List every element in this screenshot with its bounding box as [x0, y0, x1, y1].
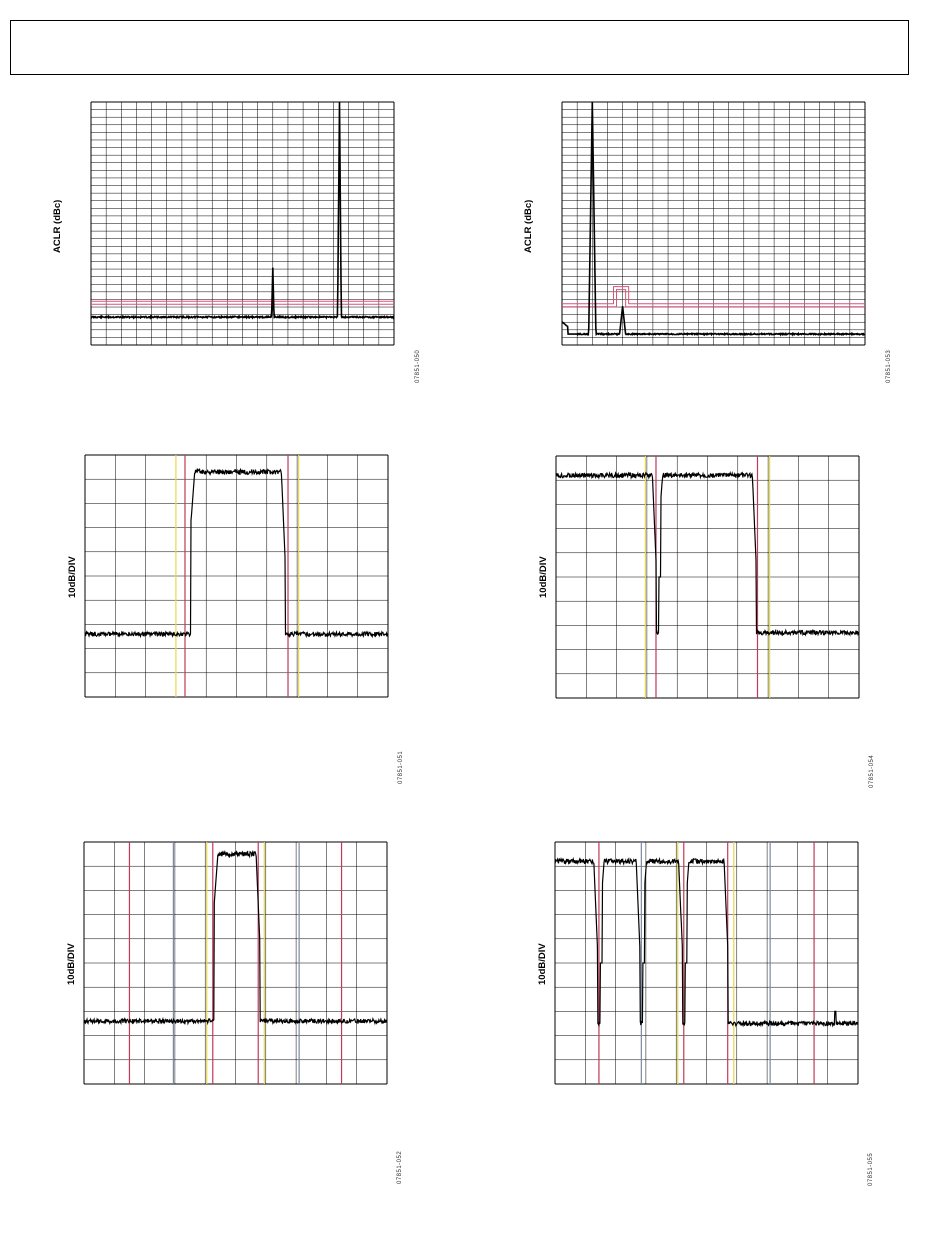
figure-number: 07851-053: [886, 349, 892, 383]
chart-svg: [561, 101, 866, 346]
y-axis-label: ACLR (dBc): [52, 199, 63, 253]
chart-spectrum-right: [555, 455, 860, 699]
chart-svg: [555, 455, 860, 699]
trace-line: [555, 470, 860, 637]
figure-number: 07851-051: [398, 750, 404, 784]
y-axis-label: 10dB/DIV: [66, 943, 77, 985]
chart-svg: [554, 841, 859, 1085]
chart-spectrum-left-multi: [83, 841, 388, 1085]
grid: [554, 841, 859, 1085]
y-axis-label: 10dB/DIV: [67, 556, 78, 598]
y-axis-label: 10dB/DIV: [537, 943, 548, 985]
chart-svg: [90, 101, 395, 346]
page-header-box: [10, 20, 909, 75]
chart-spectrum-left: [84, 454, 389, 698]
chart-svg: [84, 454, 389, 698]
trace-line: [554, 856, 859, 1028]
trace-line: [83, 849, 388, 1026]
limit-line: [562, 289, 865, 308]
grid: [90, 101, 395, 346]
figure-number: 07851-054: [869, 754, 875, 788]
figure-number: 07851-052: [397, 1150, 403, 1184]
limit-line: [562, 286, 865, 305]
chart-svg: [83, 841, 388, 1085]
trace-line: [90, 101, 395, 320]
figure-number: 07851-050: [415, 349, 421, 383]
trace-line: [84, 467, 389, 639]
y-axis-label: ACLR (dBc): [523, 199, 534, 253]
grid: [83, 841, 388, 1085]
figure-number: 07851-055: [868, 1152, 874, 1186]
grid: [555, 455, 860, 699]
trace-line: [561, 101, 866, 337]
grid: [561, 101, 866, 346]
chart-aclr-left: [90, 101, 395, 346]
chart-aclr-right: [561, 101, 866, 346]
chart-spectrum-right-multi: [554, 841, 859, 1085]
grid: [84, 454, 389, 698]
y-axis-label: 10dB/DIV: [538, 556, 549, 598]
